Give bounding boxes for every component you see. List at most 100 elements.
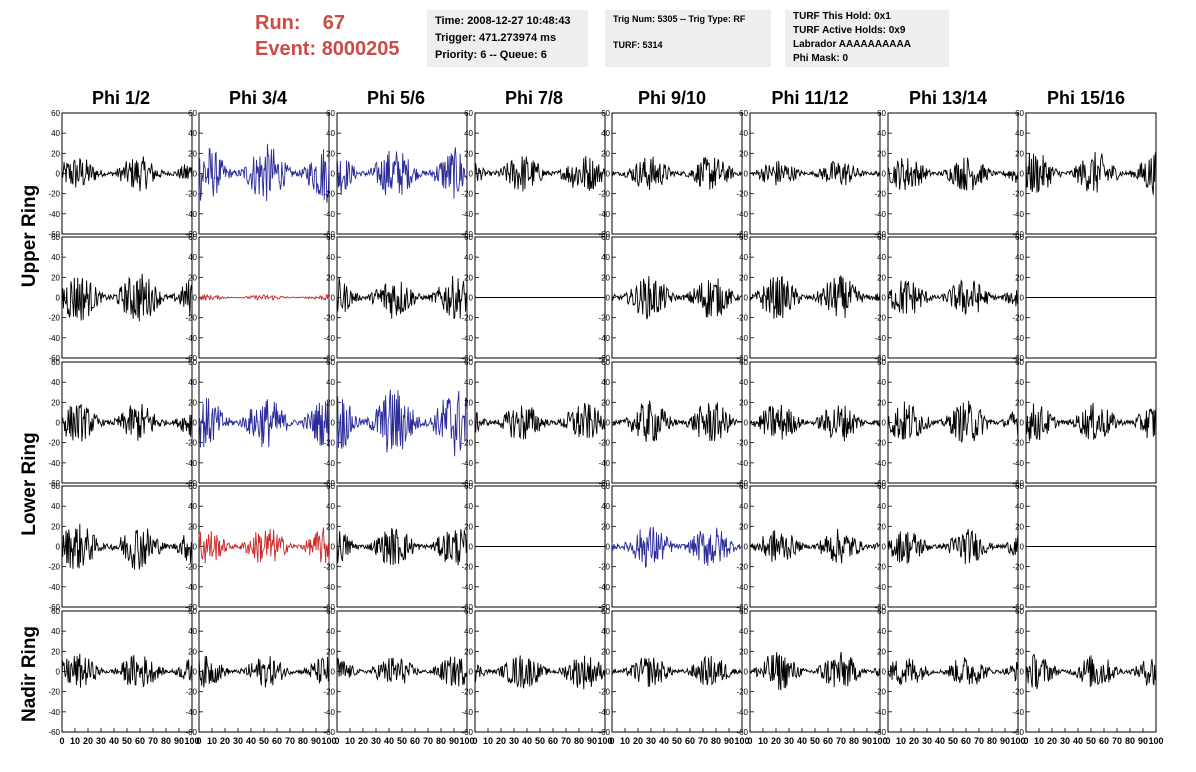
x-tick-label: 60: [685, 736, 695, 746]
y-tick-label: 0: [606, 668, 611, 677]
y-tick-label: 40: [877, 627, 886, 636]
y-tick-label: 60: [326, 109, 335, 118]
y-tick-label: 20: [877, 149, 886, 158]
x-tick-label: 0: [1023, 736, 1028, 746]
x-tick-label: 60: [961, 736, 971, 746]
waveform-trace: [750, 528, 881, 564]
waveform-trace: [887, 657, 1019, 686]
waveform-trace: [749, 160, 881, 186]
x-tick-label: 30: [922, 736, 932, 746]
y-tick-label: -60: [874, 728, 886, 737]
y-tick-label: -20: [598, 439, 610, 448]
waveform-trace: [198, 143, 330, 203]
y-tick-label: -20: [736, 563, 748, 572]
y-tick-label: -40: [598, 210, 610, 219]
y-tick-label: 0: [56, 294, 61, 303]
y-tick-label: 40: [326, 129, 335, 138]
turf-num-text: TURF: 5314: [613, 40, 663, 50]
priority-text: Priority: 6 -- Queue: 6: [435, 49, 547, 61]
y-tick-label: 60: [464, 358, 473, 367]
y-tick-label: 40: [188, 253, 197, 262]
x-tick-label: 90: [311, 736, 321, 746]
x-tick-label: 0: [196, 736, 201, 746]
y-tick-label: -40: [461, 583, 473, 592]
y-tick-label: 60: [1015, 482, 1024, 491]
x-tick-label: 50: [535, 736, 545, 746]
x-tick-label: 0: [747, 736, 752, 746]
y-tick-label: 60: [877, 607, 886, 616]
y-tick-label: -60: [461, 479, 473, 488]
x-tick-label: 50: [810, 736, 820, 746]
y-tick-label: -40: [48, 459, 60, 468]
y-tick-label: 40: [1015, 627, 1024, 636]
y-tick-label: 20: [1015, 647, 1024, 656]
y-tick-label: -40: [874, 708, 886, 717]
y-tick-label: -20: [598, 190, 610, 199]
y-tick-label: 40: [877, 378, 886, 387]
x-tick-label: 100: [459, 736, 474, 746]
x-tick-label: 60: [410, 736, 420, 746]
y-tick-label: -40: [461, 459, 473, 468]
y-tick-label: 0: [193, 668, 198, 677]
y-tick-label: -40: [323, 708, 335, 717]
y-tick-label: 0: [744, 668, 749, 677]
y-tick-label: 0: [331, 294, 336, 303]
y-tick-label: 20: [1015, 522, 1024, 531]
x-tick-label: 0: [885, 736, 890, 746]
y-tick-label: -20: [598, 314, 610, 323]
y-tick-label: 60: [51, 233, 60, 242]
y-tick-label: -60: [736, 230, 748, 239]
y-tick-label: -40: [598, 708, 610, 717]
y-tick-label: 40: [326, 502, 335, 511]
x-tick-label: 0: [334, 736, 339, 746]
x-tick-label: 80: [574, 736, 584, 746]
waveform-trace: [61, 523, 193, 570]
y-tick-label: 0: [744, 543, 749, 552]
y-tick-label: -40: [461, 210, 473, 219]
y-tick-label: 60: [464, 109, 473, 118]
y-tick-label: -20: [874, 314, 886, 323]
y-tick-label: -60: [874, 230, 886, 239]
x-tick-label: 80: [849, 736, 859, 746]
y-tick-label: -60: [598, 230, 610, 239]
y-tick-label: 0: [193, 170, 198, 179]
y-tick-label: 20: [877, 398, 886, 407]
y-tick-label: 0: [882, 170, 887, 179]
y-tick-label: 20: [188, 273, 197, 282]
y-tick-label: 20: [51, 273, 60, 282]
y-tick-label: 20: [464, 273, 473, 282]
y-tick-label: 20: [601, 149, 610, 158]
waveform-trace: [611, 655, 743, 687]
waveform-trace: [887, 400, 1019, 444]
x-tick-label: 0: [609, 736, 614, 746]
y-tick-label: -40: [598, 583, 610, 592]
y-tick-label: 60: [51, 109, 60, 118]
x-tick-label: 40: [1073, 736, 1083, 746]
y-tick-label: -20: [874, 190, 886, 199]
y-tick-label: -60: [323, 603, 335, 612]
y-tick-label: 60: [877, 482, 886, 491]
y-tick-label: -40: [48, 334, 60, 343]
y-tick-label: 60: [1015, 607, 1024, 616]
y-tick-label: -60: [1012, 354, 1024, 363]
waveform-trace: [336, 656, 468, 687]
waveform-trace: [336, 275, 468, 320]
y-tick-label: 60: [877, 233, 886, 242]
x-tick-label: 20: [358, 736, 368, 746]
y-tick-label: 60: [326, 482, 335, 491]
y-tick-label: 40: [326, 253, 335, 262]
x-tick-label: 100: [734, 736, 749, 746]
x-tick-label: 100: [872, 736, 887, 746]
y-tick-label: 40: [51, 502, 60, 511]
y-tick-label: -60: [48, 230, 60, 239]
y-tick-label: -60: [48, 479, 60, 488]
y-tick-label: 40: [326, 627, 335, 636]
y-tick-label: 40: [464, 378, 473, 387]
y-tick-label: -60: [461, 728, 473, 737]
y-tick-label: 60: [188, 607, 197, 616]
y-tick-label: 20: [188, 522, 197, 531]
y-tick-label: -60: [598, 728, 610, 737]
y-tick-label: 60: [464, 482, 473, 491]
y-tick-label: 40: [877, 253, 886, 262]
x-tick-label: 40: [522, 736, 532, 746]
